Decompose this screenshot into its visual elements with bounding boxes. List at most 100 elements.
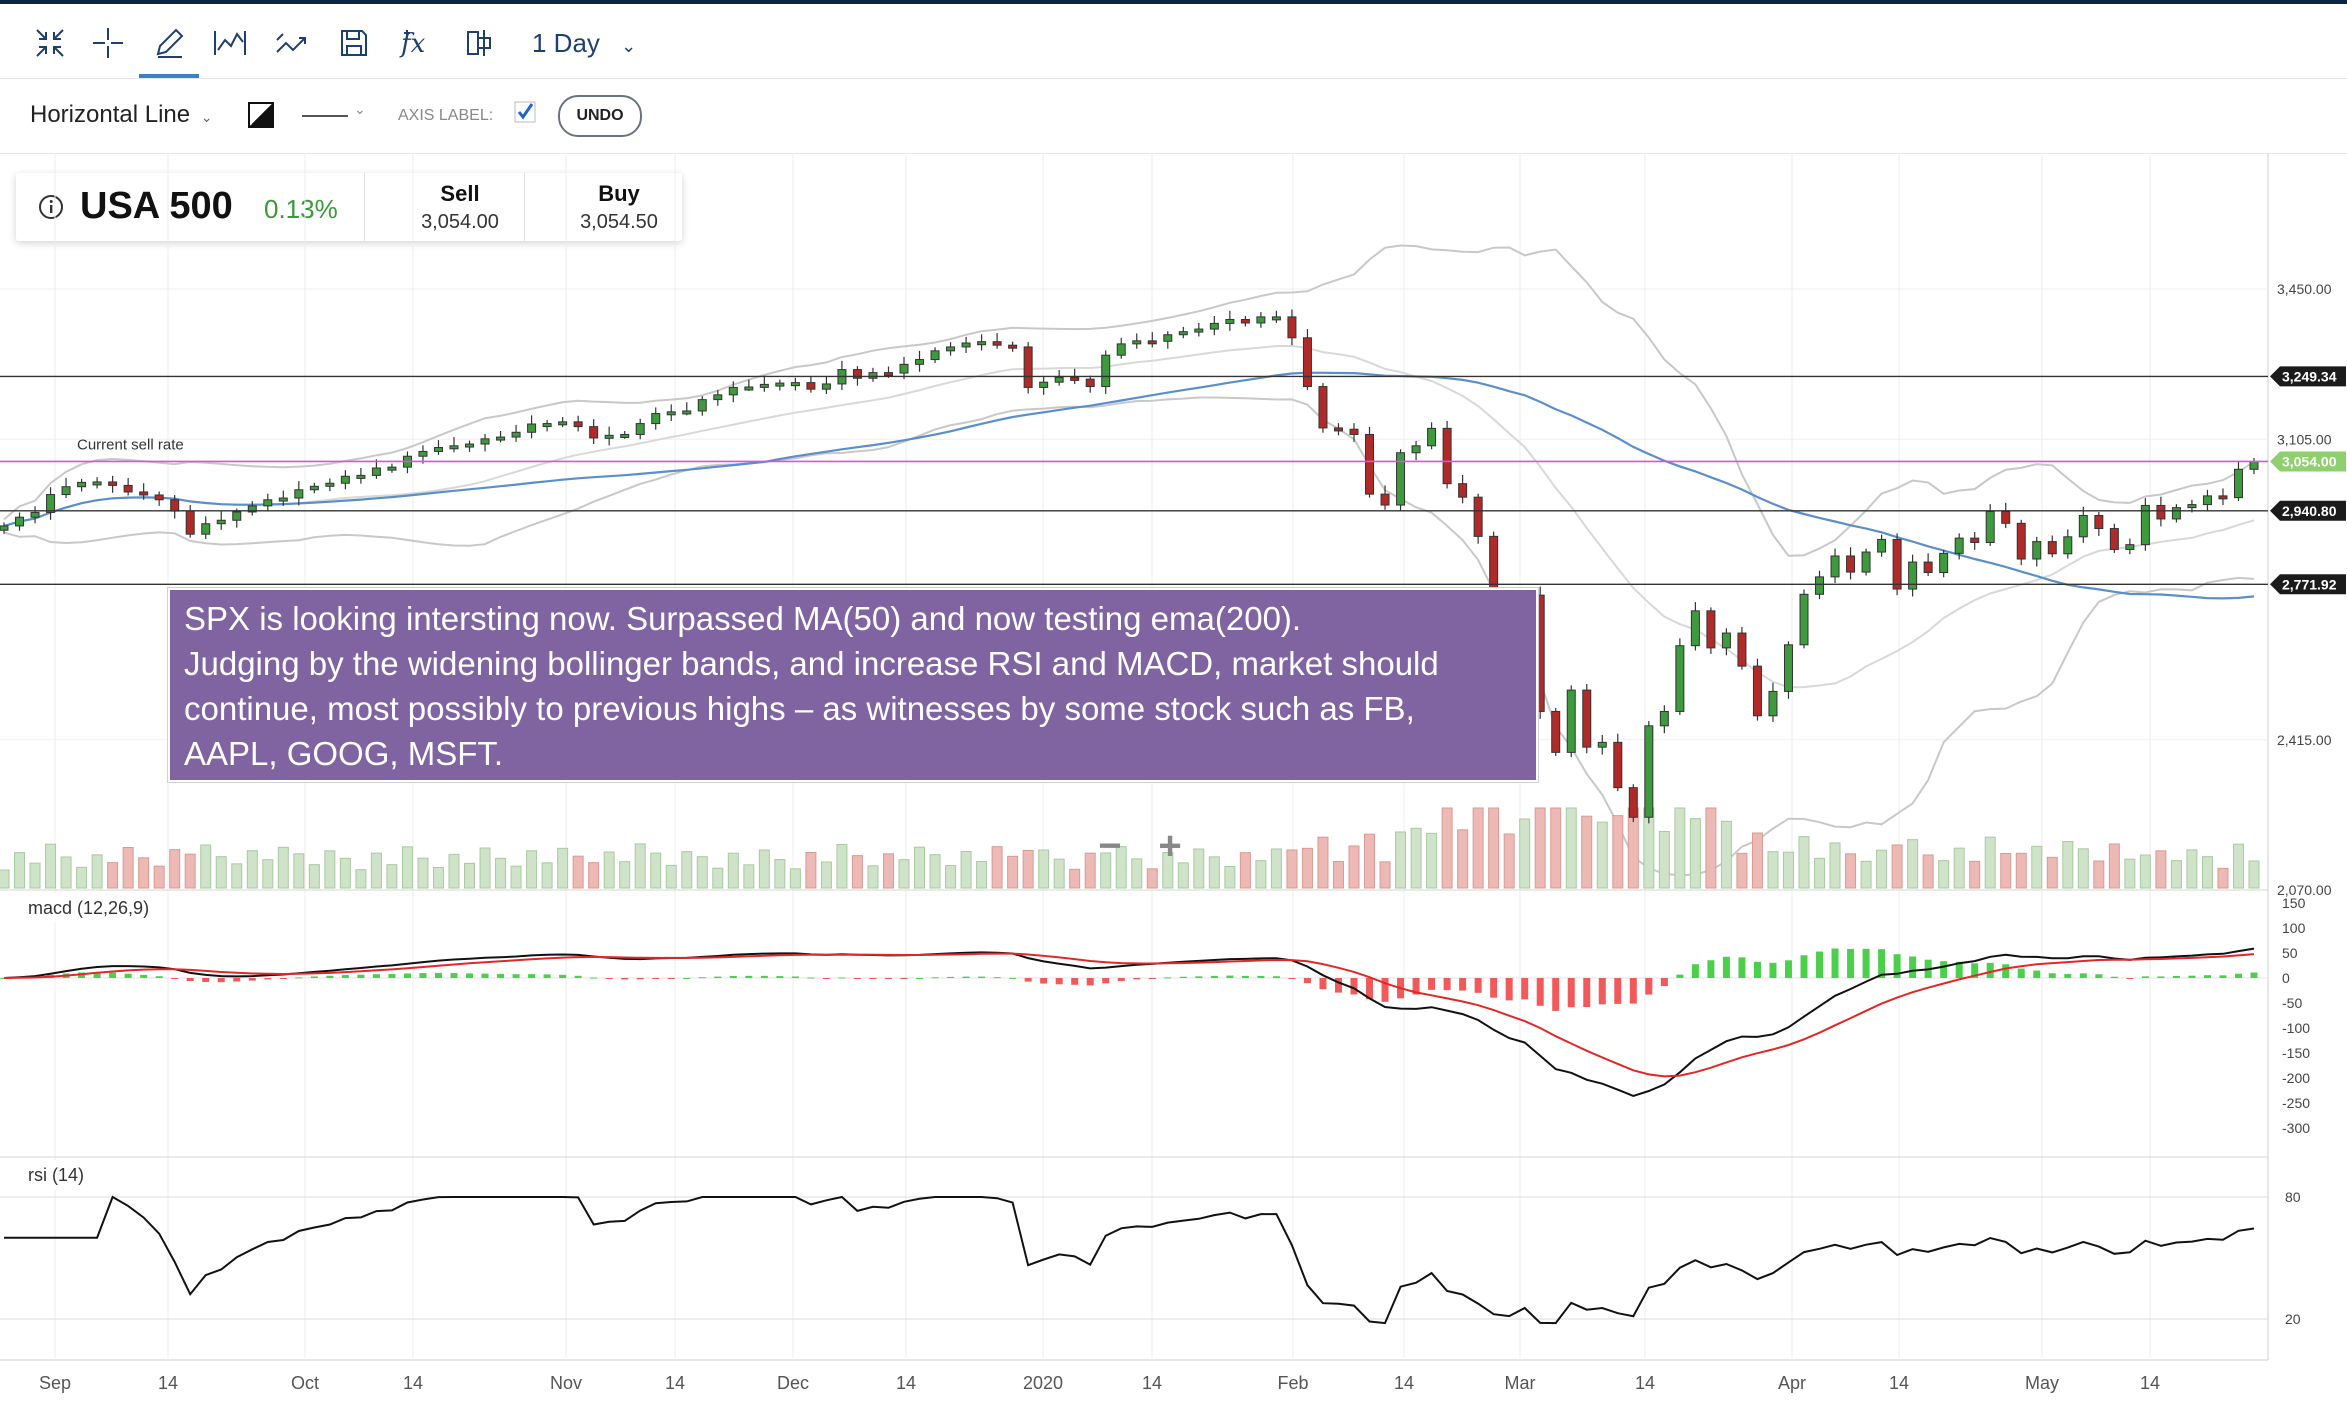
candlestick xyxy=(1333,427,1343,432)
buy-button[interactable]: Buy 3,054.50 xyxy=(544,181,694,234)
axis-label-checkbox[interactable] xyxy=(514,101,536,123)
macd-histogram-bar xyxy=(1738,957,1746,978)
macd-histogram-bar xyxy=(2079,973,2087,978)
collapse-icon[interactable] xyxy=(26,20,74,66)
volume-bar xyxy=(1845,853,1857,889)
zoom-in-button[interactable]: + xyxy=(1158,823,1182,868)
macd-histogram-bar xyxy=(1831,948,1839,978)
volume-bar xyxy=(650,852,662,889)
volume-bar xyxy=(1022,850,1034,889)
candlestick xyxy=(1799,593,1809,646)
zoom-out-button[interactable]: − xyxy=(1098,823,1122,868)
macd-histogram-bar xyxy=(124,973,132,978)
volume-bar xyxy=(1457,829,1469,889)
volume-bar xyxy=(1208,856,1220,889)
bollinger-upper xyxy=(3,244,2255,557)
volume-bar xyxy=(2170,860,2182,889)
candlestick xyxy=(2016,522,2026,560)
price-tick-label: 2,070.00 xyxy=(2277,882,2332,898)
bollinger-mid xyxy=(3,344,2255,689)
candlestick xyxy=(1194,328,1204,333)
function-icon[interactable]: fx xyxy=(393,20,441,66)
candlestick xyxy=(2140,504,2150,546)
drawing-tool-select[interactable]: Horizontal Line ⌄ xyxy=(30,101,213,129)
volume-bar xyxy=(1364,833,1376,889)
candlestick xyxy=(620,433,630,438)
price-chart[interactable]: Sep 14 Oct 14 Nov 14 Dec 14 2020 14 Feb 14 Mar 14 Apr 1… xyxy=(0,154,2347,1420)
volume-bar xyxy=(1286,849,1298,889)
volume-bar xyxy=(557,847,569,889)
volume-bar xyxy=(1131,858,1143,889)
candlestick xyxy=(1302,337,1312,388)
line-style-select[interactable] xyxy=(302,115,348,117)
candlestick xyxy=(185,510,195,535)
macd-histogram-bar xyxy=(652,978,660,979)
macd-histogram-bar xyxy=(1071,978,1079,985)
candlestick xyxy=(2187,504,2197,509)
macd-tick-label: -250 xyxy=(2282,1095,2310,1111)
macd-histogram-bar xyxy=(1800,955,1808,978)
candlestick xyxy=(1008,344,1018,349)
x-tick-label: Mar xyxy=(1505,1373,1536,1393)
volume-bar xyxy=(1270,848,1282,889)
candlestick xyxy=(123,484,133,493)
note-line: SPX is looking intersting now. Surpassed… xyxy=(184,600,1302,637)
macd-histogram-bar xyxy=(93,972,101,978)
candlestick xyxy=(1147,340,1157,345)
undo-button[interactable]: UNDO xyxy=(558,95,642,137)
period-selector[interactable]: 1 Day ⌄ xyxy=(532,28,636,59)
pencil-icon[interactable] xyxy=(145,20,193,66)
macd-histogram-bar xyxy=(1241,975,1249,978)
candlestick xyxy=(604,434,614,439)
chevron-down-icon[interactable]: ⌄ xyxy=(354,101,366,117)
candlestick xyxy=(309,485,319,491)
indicator-icon[interactable] xyxy=(206,20,254,66)
macd-histogram-bar xyxy=(853,978,861,979)
candlestick xyxy=(1582,689,1592,748)
macd-histogram-bar xyxy=(388,974,396,978)
macd-histogram-bar xyxy=(1490,978,1498,998)
volume-bar xyxy=(1860,860,1872,889)
candlestick xyxy=(806,382,816,390)
macd-histogram-bar xyxy=(1009,977,1017,979)
trend-icon[interactable] xyxy=(268,20,316,66)
macd-histogram-bar xyxy=(1179,976,1187,978)
volume-bar xyxy=(820,861,832,889)
candlestick xyxy=(1209,322,1219,330)
volume-bar xyxy=(867,865,879,889)
color-swatch[interactable] xyxy=(248,102,274,128)
volume-bar xyxy=(1224,866,1236,889)
macd-histogram-bar xyxy=(978,976,986,978)
sell-rate-annotation: Current sell rate xyxy=(77,436,184,453)
macd-histogram-bar xyxy=(869,978,877,979)
macd-histogram-bar xyxy=(1986,962,1994,978)
volume-bar xyxy=(1317,836,1329,889)
volume-bar xyxy=(991,846,1003,889)
macd-histogram-bar xyxy=(1226,975,1234,978)
price-tick-label: 2,415.00 xyxy=(2277,732,2332,748)
compare-icon[interactable] xyxy=(456,20,504,66)
volume-bar xyxy=(588,862,600,889)
volume-bar xyxy=(789,868,801,889)
volume-bar xyxy=(1488,807,1500,889)
save-icon[interactable] xyxy=(330,20,378,66)
macd-tick-label: -300 xyxy=(2282,1120,2310,1136)
info-icon[interactable] xyxy=(38,194,64,220)
sell-button[interactable]: Sell 3,054.00 xyxy=(385,181,535,234)
price-tag xyxy=(2270,500,2346,521)
drawing-tool-label: Horizontal Line xyxy=(30,101,191,128)
volume-bar xyxy=(2186,849,2198,889)
volume-bar xyxy=(1767,851,1779,889)
macd-histogram-bar xyxy=(900,978,908,979)
macd-histogram-bar xyxy=(1334,978,1342,993)
macd-histogram-bar xyxy=(1614,978,1622,1004)
macd-histogram-bar xyxy=(543,974,551,978)
candlestick xyxy=(1256,316,1266,324)
x-tick-label: 14 xyxy=(1394,1373,1414,1393)
crosshair-icon[interactable] xyxy=(84,20,132,66)
candlestick xyxy=(356,474,366,479)
x-tick-label: 14 xyxy=(158,1373,178,1393)
volume-bar xyxy=(2015,852,2027,889)
candlestick xyxy=(1551,710,1561,753)
x-tick-label: Nov xyxy=(550,1373,582,1393)
